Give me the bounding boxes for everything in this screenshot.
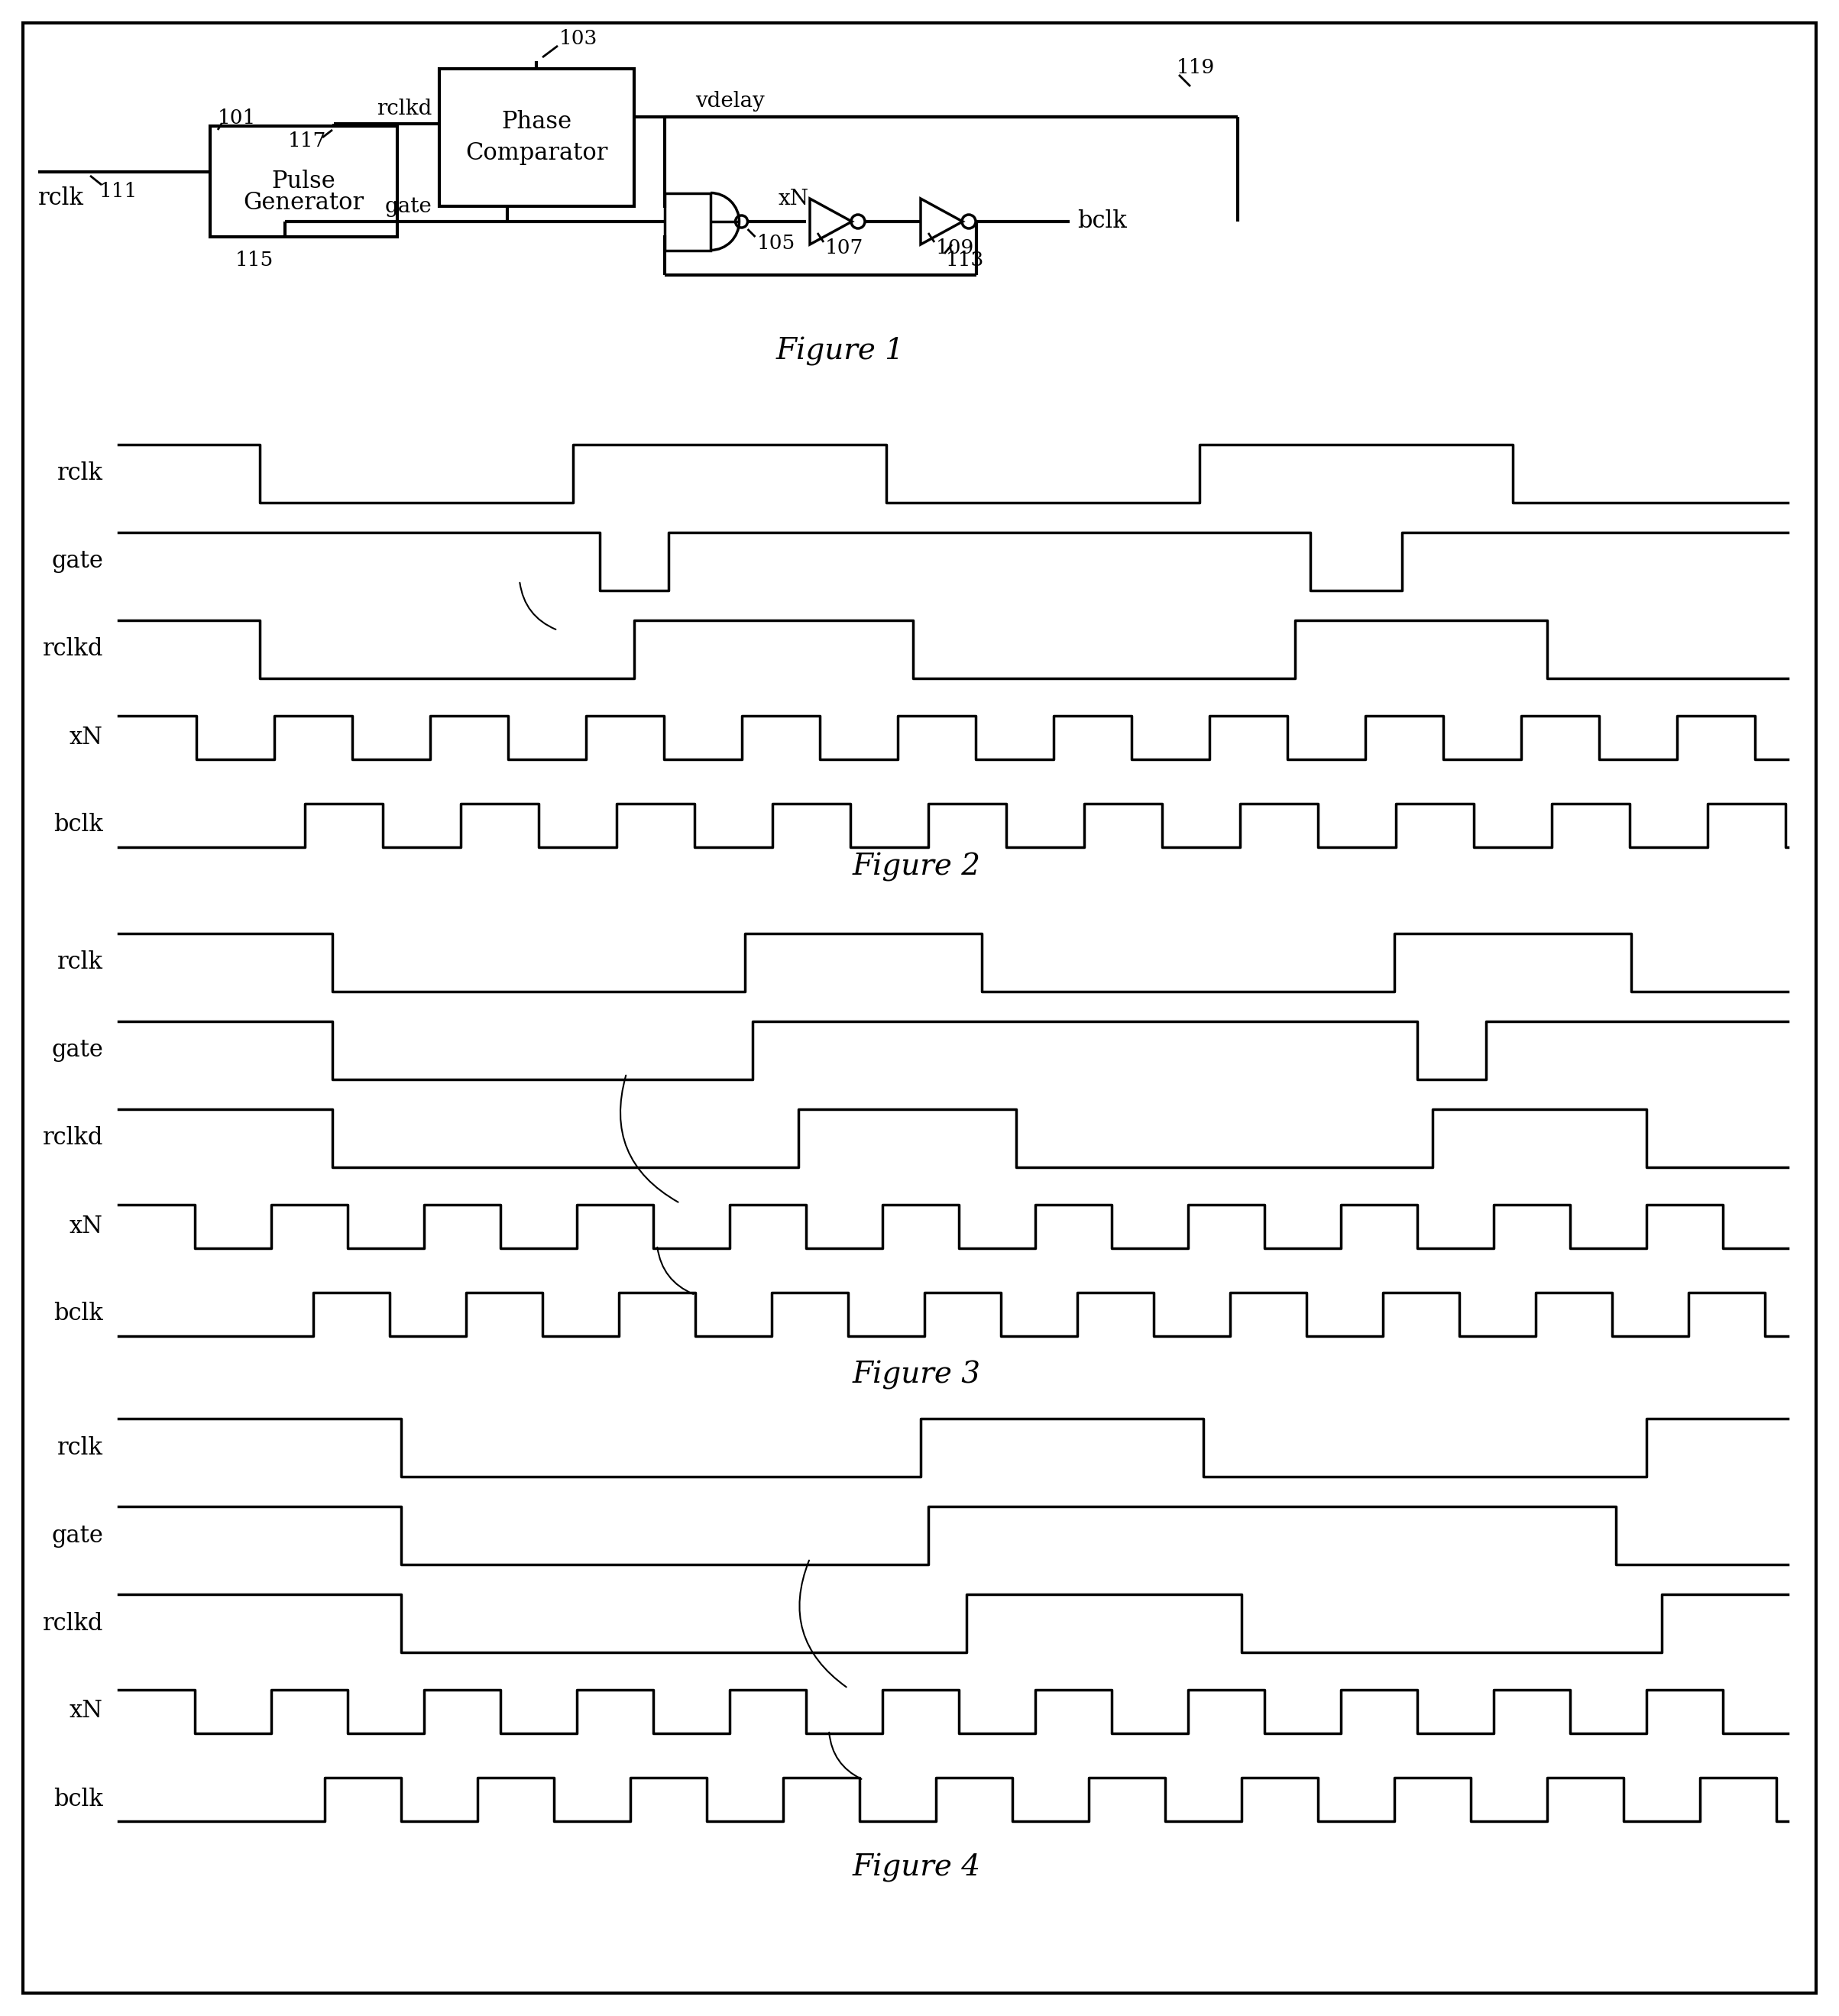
Bar xyxy=(210,127,397,236)
Text: Figure 4: Figure 4 xyxy=(853,1853,980,1883)
Text: 113: 113 xyxy=(945,250,984,270)
Text: 107: 107 xyxy=(826,238,864,258)
Bar xyxy=(440,69,634,206)
Text: rclkd: rclkd xyxy=(42,1611,103,1635)
Text: Phase: Phase xyxy=(502,111,572,135)
Text: Figure 1: Figure 1 xyxy=(776,337,905,367)
Text: bclk: bclk xyxy=(53,1302,103,1327)
Text: xN: xN xyxy=(70,1214,103,1238)
Text: gate: gate xyxy=(51,1524,103,1548)
Text: 105: 105 xyxy=(758,234,794,252)
Text: gate: gate xyxy=(51,1038,103,1062)
Text: gate: gate xyxy=(51,550,103,573)
Text: gate: gate xyxy=(384,196,432,216)
Text: xN: xN xyxy=(778,187,809,210)
Text: rclkd: rclkd xyxy=(42,637,103,661)
Text: rclkd: rclkd xyxy=(377,99,432,119)
Text: rclk: rclk xyxy=(57,1435,103,1460)
Text: 115: 115 xyxy=(235,250,274,270)
Text: Comparator: Comparator xyxy=(465,141,609,165)
Text: xN: xN xyxy=(70,1699,103,1724)
Text: vdelay: vdelay xyxy=(695,91,765,113)
Text: Generator: Generator xyxy=(243,192,364,214)
Text: 117: 117 xyxy=(287,131,326,151)
Text: Figure 3: Figure 3 xyxy=(853,1361,980,1389)
Text: rclk: rclk xyxy=(57,952,103,974)
Text: 111: 111 xyxy=(99,181,138,200)
Text: rclk: rclk xyxy=(57,462,103,486)
Text: 109: 109 xyxy=(936,238,975,258)
Text: rclkd: rclkd xyxy=(42,1127,103,1149)
Text: bclk: bclk xyxy=(53,1788,103,1810)
Text: Figure 2: Figure 2 xyxy=(853,853,980,881)
Text: Pulse: Pulse xyxy=(272,169,337,194)
Text: rclk: rclk xyxy=(39,187,85,210)
Text: bclk: bclk xyxy=(53,812,103,837)
Text: 101: 101 xyxy=(217,109,256,127)
Text: xN: xN xyxy=(70,726,103,750)
Text: bclk: bclk xyxy=(1078,210,1127,234)
Text: 119: 119 xyxy=(1177,58,1216,77)
Text: 103: 103 xyxy=(559,28,598,48)
